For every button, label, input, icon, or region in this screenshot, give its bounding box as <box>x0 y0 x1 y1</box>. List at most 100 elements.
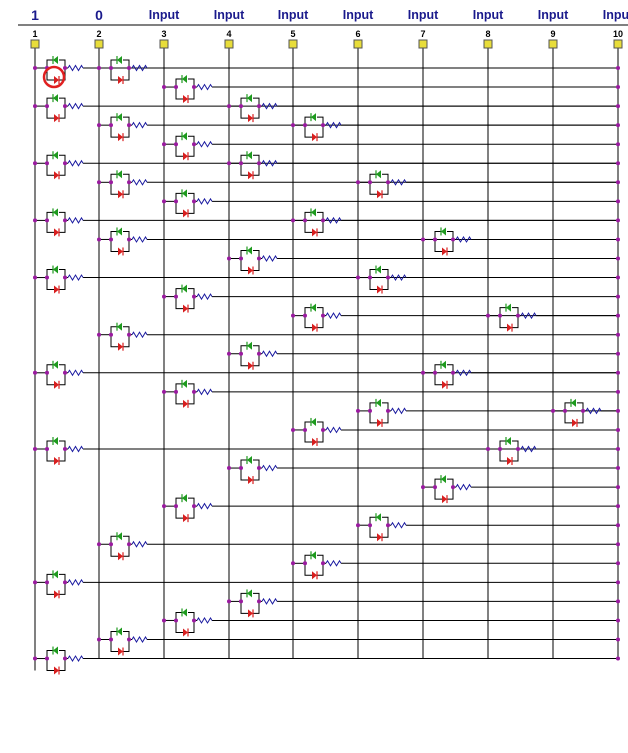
diode-frame-top <box>499 307 519 316</box>
red-diode-icon <box>118 76 123 84</box>
resistor-icon <box>196 388 213 396</box>
green-diode-icon <box>311 113 316 122</box>
junction-node <box>192 389 196 394</box>
junction-node <box>33 104 37 109</box>
junction-node <box>421 370 425 375</box>
green-diode-icon <box>117 532 122 541</box>
diode-pair-cell <box>291 113 618 142</box>
resistor-icon <box>390 274 407 282</box>
diode-frame-bottom <box>369 410 389 424</box>
junction-node <box>486 313 490 318</box>
diode-pair-cell <box>162 189 618 218</box>
junction-node <box>174 618 178 623</box>
diode-pair-cell <box>162 75 618 104</box>
connector-pad <box>353 39 363 49</box>
diode-pair-cell <box>227 94 618 123</box>
diode-pair-cell <box>356 398 618 427</box>
junction-node <box>239 599 243 604</box>
resistor-icon <box>520 312 537 320</box>
junction-node <box>239 161 243 166</box>
green-diode-icon <box>571 398 576 407</box>
junction-node <box>127 237 131 242</box>
green-diode-icon <box>53 570 58 579</box>
junction-node <box>516 447 520 451</box>
diode-frame-bottom <box>46 658 66 672</box>
resistor-icon <box>520 445 537 453</box>
junction-node <box>386 408 390 413</box>
diode-pair-cell <box>97 532 618 561</box>
resistor-icon <box>67 578 84 586</box>
diode-frame-bottom <box>434 487 454 500</box>
resistor-icon <box>67 369 84 377</box>
diode-pair-cell <box>291 208 618 237</box>
junction-node <box>63 275 67 280</box>
junction-node <box>174 294 178 299</box>
red-diode-icon <box>507 323 512 332</box>
resistor-icon <box>196 502 213 510</box>
junction-node <box>33 656 37 661</box>
output-node <box>616 123 620 128</box>
diode-frame-top <box>240 250 260 259</box>
red-diode-icon <box>54 666 59 675</box>
junction-node <box>127 332 131 337</box>
junction-node <box>498 447 502 451</box>
junction-node <box>239 104 243 109</box>
junction-node <box>356 408 360 413</box>
connector-pad <box>224 39 234 49</box>
diode-frame-top <box>110 173 130 183</box>
green-diode-icon <box>311 417 316 426</box>
resistor-icon <box>390 407 407 415</box>
green-diode-icon <box>441 475 446 484</box>
green-diode-icon <box>117 113 122 122</box>
junction-node <box>162 389 166 394</box>
diode-pair-cell <box>291 417 618 446</box>
diode-frame-top <box>434 230 454 240</box>
red-diode-icon <box>248 114 253 123</box>
junction-node <box>97 180 101 185</box>
input-index-label: 1 <box>32 29 38 39</box>
output-node <box>616 599 620 604</box>
junction-node <box>321 218 325 223</box>
junction-node <box>291 218 295 223</box>
junction-node <box>356 523 360 528</box>
junction-node <box>162 618 166 623</box>
output-node <box>616 180 620 185</box>
connector-pad <box>418 39 428 49</box>
junction-node <box>257 256 261 261</box>
junction-node <box>563 408 567 413</box>
junction-node <box>63 580 67 585</box>
junction-node <box>227 256 231 261</box>
green-diode-icon <box>376 265 381 274</box>
junction-node <box>303 313 307 318</box>
junction-node <box>109 637 113 642</box>
red-diode-icon <box>118 647 123 656</box>
diode-frame-top <box>175 78 195 88</box>
diode-pair-cell <box>33 360 618 389</box>
red-diode-icon <box>312 571 317 580</box>
junction-node <box>33 447 37 451</box>
connector-pad <box>613 39 623 49</box>
connector-pad <box>548 39 558 49</box>
junction-node <box>109 180 113 185</box>
junction-node <box>174 199 178 204</box>
resistor-icon <box>67 159 84 167</box>
junction-node <box>162 294 166 299</box>
junction-node <box>127 637 131 642</box>
junction-node <box>109 237 113 242</box>
output-node <box>616 66 620 70</box>
diode-pair-cell <box>356 170 618 199</box>
junction-node <box>127 66 131 70</box>
junction-node <box>451 237 455 242</box>
diode-frame-top <box>46 211 66 221</box>
junction-node <box>239 351 243 356</box>
green-diode-icon <box>441 360 446 369</box>
output-node <box>616 104 620 109</box>
resistor-icon <box>131 64 148 72</box>
red-diode-icon <box>377 533 382 542</box>
diode-pair-cell <box>291 303 618 332</box>
junction-node <box>33 66 37 70</box>
diode-pair-cell <box>33 570 618 599</box>
diode-frame-top <box>369 402 389 411</box>
input-label: Input <box>472 8 504 22</box>
resistor-icon <box>131 331 148 339</box>
